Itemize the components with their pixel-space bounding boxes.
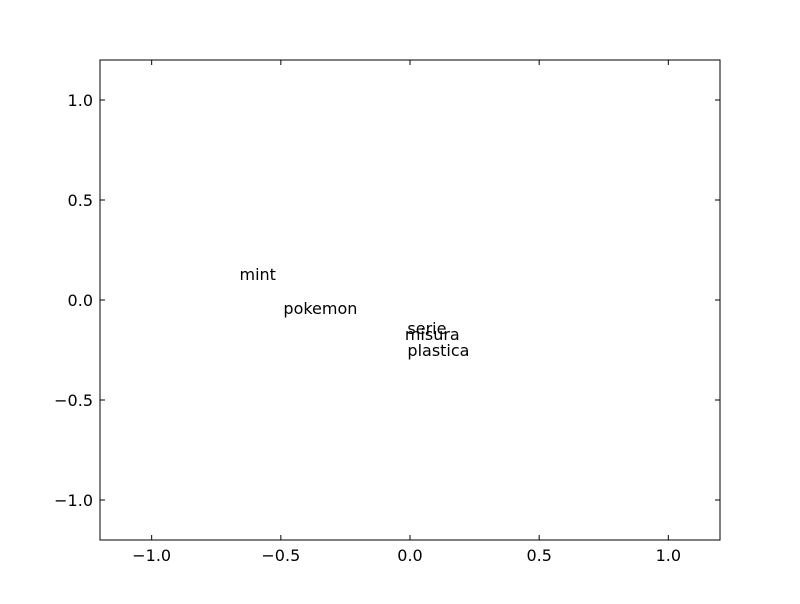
y-tick-label: 1.0 [68, 91, 93, 110]
x-tick-label: 1.0 [656, 546, 681, 565]
point-label-plastica: plastica [407, 341, 469, 360]
x-tick-label: 0.0 [397, 546, 422, 565]
x-tick-label: −1.0 [132, 546, 171, 565]
point-label-pokemon: pokemon [283, 299, 357, 318]
axes-frame [99, 59, 721, 541]
y-tick-label: −0.5 [54, 391, 93, 410]
point-label-mint: mint [240, 265, 276, 284]
y-tick-label: 0.0 [68, 291, 93, 310]
y-tick-label: −1.0 [54, 491, 93, 510]
axis-tick-labels: −1.0 −0.5 0.0 0.5 1.0 −1.0 −0.5 0.0 0.5 1.0 [54, 91, 681, 565]
x-tick-label: −0.5 [261, 546, 300, 565]
point-label-misura: misura [405, 325, 460, 344]
point-label-serie: serie [407, 319, 446, 338]
x-tick-label: 0.5 [526, 546, 551, 565]
axis-ticks [100, 60, 720, 540]
y-tick-label: 0.5 [68, 191, 93, 210]
plot-area [100, 60, 720, 540]
